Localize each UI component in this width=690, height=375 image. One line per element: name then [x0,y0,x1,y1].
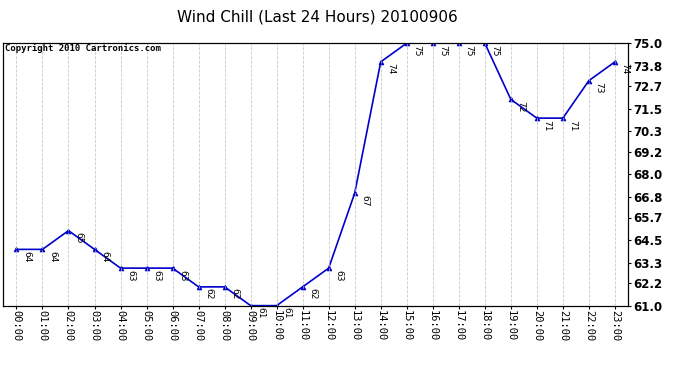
Text: 71: 71 [542,120,551,131]
Text: 75: 75 [438,45,447,56]
Text: 75: 75 [491,45,500,56]
Text: 64: 64 [22,251,31,262]
Text: 62: 62 [204,288,213,300]
Text: Wind Chill (Last 24 Hours) 20100906: Wind Chill (Last 24 Hours) 20100906 [177,9,457,24]
Text: 75: 75 [464,45,473,56]
Text: 73: 73 [594,82,604,93]
Text: 62: 62 [308,288,317,300]
Text: 74: 74 [620,63,629,75]
Text: 63: 63 [334,270,343,281]
Text: 65: 65 [74,232,83,243]
Text: 63: 63 [152,270,161,281]
Text: 71: 71 [569,120,578,131]
Text: 63: 63 [126,270,135,281]
Text: 75: 75 [413,45,422,56]
Text: 61: 61 [256,307,265,318]
Text: 67: 67 [360,195,369,206]
Text: 72: 72 [516,101,525,112]
Text: 74: 74 [386,63,395,75]
Text: 64: 64 [100,251,109,262]
Text: Copyright 2010 Cartronics.com: Copyright 2010 Cartronics.com [5,45,161,54]
Text: 61: 61 [282,307,291,318]
Text: 63: 63 [178,270,187,281]
Text: 62: 62 [230,288,239,300]
Text: 64: 64 [48,251,57,262]
